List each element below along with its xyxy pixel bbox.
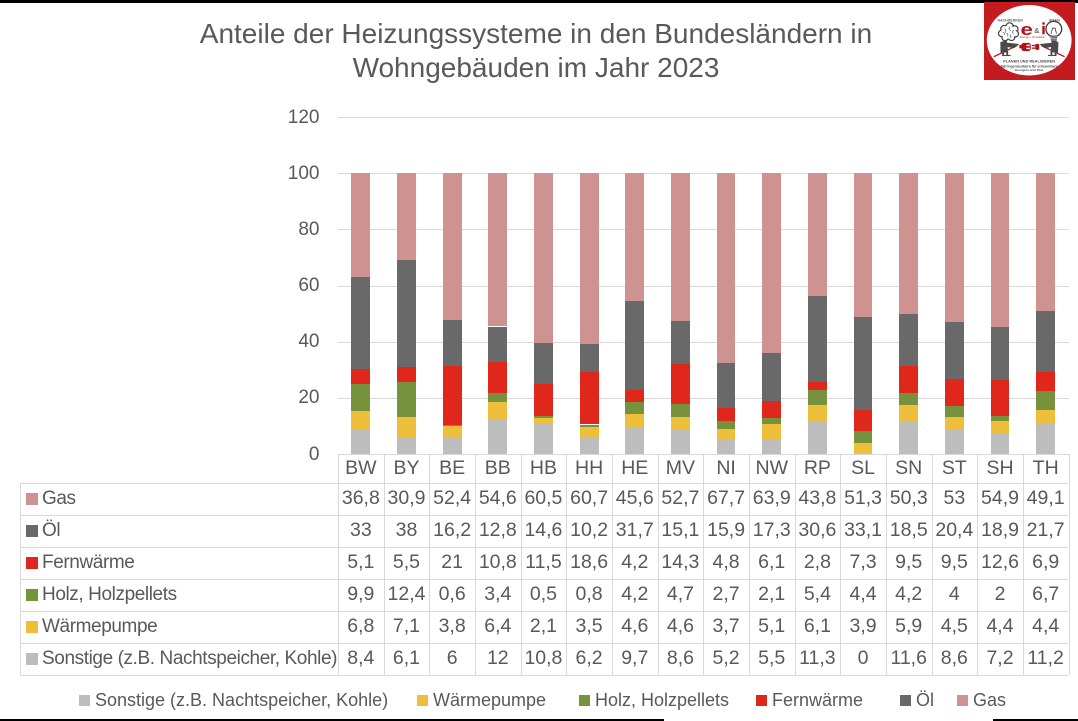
svg-text:PLANEN UND REALISIEREN: PLANEN UND REALISIEREN bbox=[1003, 60, 1055, 64]
svg-text:Energy + Innovation: Energy + Innovation bbox=[1020, 35, 1045, 39]
svg-text:E&I Ingenieurbüro für erneuerb: E&I Ingenieurbüro für erneuerbare bbox=[1001, 65, 1058, 69]
svg-text:e: e bbox=[1021, 21, 1033, 40]
svg-text:&: & bbox=[1034, 27, 1039, 35]
svg-text:Energien und TGA: Energien und TGA bbox=[1015, 68, 1044, 72]
svg-text:IDEEN: IDEEN bbox=[1049, 19, 1061, 23]
svg-text:NACHDENKEN: NACHDENKEN bbox=[998, 19, 1024, 23]
